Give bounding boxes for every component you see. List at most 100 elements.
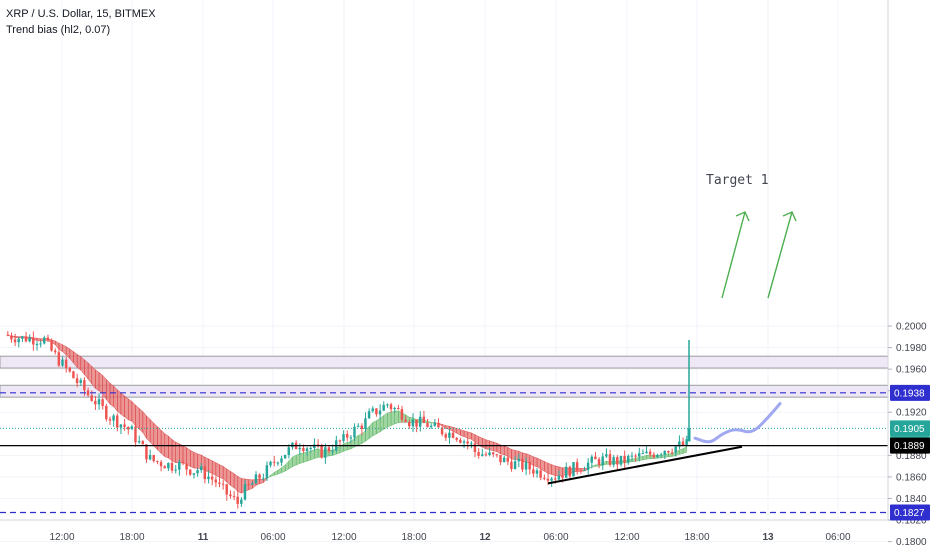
- candle-body: [550, 478, 553, 481]
- trend-bias-segment: [219, 464, 224, 480]
- candle-body: [349, 437, 353, 439]
- candle-body: [389, 404, 393, 410]
- candle-body: [75, 378, 79, 383]
- candle-body: [451, 432, 455, 438]
- candle-body: [455, 437, 458, 440]
- candle-body: [94, 400, 97, 405]
- candle-body: [382, 404, 385, 411]
- support-trendline: [547, 445, 743, 485]
- candle-body: [105, 405, 108, 420]
- up-arrow-head-1: [735, 211, 750, 222]
- candle-body: [470, 443, 473, 445]
- candle-body: [101, 399, 104, 406]
- candle-body: [400, 409, 404, 420]
- candle-body: [6, 334, 9, 336]
- candle-body: [645, 451, 648, 454]
- trend-bias-segment: [482, 437, 487, 450]
- candle-body: [236, 496, 239, 504]
- candle-body: [590, 456, 593, 463]
- candle-body: [287, 447, 290, 455]
- trend-bias-segment: [390, 410, 395, 426]
- price-tick-label: 0.1880: [896, 451, 927, 462]
- badge-level-1938: 0.1938: [894, 388, 925, 399]
- candle-body: [378, 410, 382, 415]
- candle-body: [685, 439, 688, 446]
- candle-body: [557, 475, 561, 480]
- trend-bias-segment: [14, 336, 19, 339]
- candle-body: [667, 450, 670, 453]
- candle-body: [21, 336, 24, 339]
- trend-bias-segment: [343, 442, 348, 452]
- candle-body: [181, 461, 185, 464]
- trend-bias-segment: [95, 369, 100, 392]
- candle-body: [39, 343, 42, 345]
- candle-body: [386, 404, 389, 406]
- candle-body: [535, 470, 539, 474]
- price-tick-label: 0.2000: [896, 322, 927, 333]
- symbol-title[interactable]: XRP / U.S. Dollar, 15, BITMEX: [6, 8, 156, 20]
- candle-body: [353, 426, 356, 438]
- time-tick-label: 11: [198, 532, 209, 543]
- price-tick-label: 0.1960: [896, 365, 927, 376]
- candle-body: [564, 466, 568, 478]
- candle-body: [572, 462, 575, 477]
- candle-body: [345, 434, 349, 438]
- candle-body: [532, 469, 535, 474]
- candle-body: [170, 462, 174, 471]
- candle-body: [324, 447, 327, 458]
- candle-body: [240, 499, 243, 504]
- candle-body: [254, 474, 258, 484]
- indicator-title[interactable]: Trend bias (hl2, 0.07): [6, 24, 111, 36]
- up-arrow-1: [721, 211, 746, 299]
- candle-body: [192, 473, 196, 475]
- candle-body: [141, 441, 144, 445]
- candle-body: [251, 483, 254, 485]
- candle-body: [126, 426, 130, 430]
- candle-body: [546, 478, 550, 481]
- candle-body: [302, 447, 305, 452]
- trend-bias-segment: [120, 392, 125, 418]
- candle-body: [61, 359, 64, 366]
- trend-bias-segment: [182, 445, 187, 465]
- candle-body: [481, 454, 484, 456]
- trend-bias-segment: [504, 445, 509, 457]
- candle-body: [72, 371, 75, 379]
- trend-bias-segment: [547, 462, 552, 475]
- trend-bias-segment: [558, 466, 563, 477]
- supply-zone-1: [0, 355, 889, 369]
- trend-bias-segment: [146, 415, 151, 443]
- candle-body: [579, 470, 582, 472]
- candle-body: [364, 418, 367, 429]
- badge-last-price-bg: [890, 420, 930, 437]
- time-axis[interactable]: 12:00 18:00 11 06:00 12:00 18:00 12 06:00 12:00 1…: [49, 532, 850, 543]
- trend-bias-segment: [212, 460, 217, 476]
- trend-bias-segment: [540, 459, 545, 472]
- time-tick-label: 12: [479, 532, 491, 543]
- candle-body: [108, 419, 112, 421]
- trend-bias-segment: [149, 418, 155, 447]
- trend-bias-segment: [230, 471, 235, 489]
- trend-bias-segment: [36, 338, 41, 342]
- trend-bias-segment: [168, 435, 173, 462]
- trend-bias-segment: [237, 476, 242, 494]
- time-tick-label: 06:00: [825, 532, 850, 543]
- trend-bias-segment: [76, 354, 82, 371]
- trend-bias-segment: [139, 407, 144, 434]
- candle-body: [331, 450, 334, 452]
- candle-body: [360, 425, 363, 429]
- candle-body: [627, 455, 630, 463]
- candle-body: [338, 440, 342, 442]
- candle-body: [123, 424, 126, 427]
- badge-level-1827-bg: [890, 504, 930, 521]
- candle-body: [367, 411, 371, 419]
- projection-curve: [693, 402, 782, 444]
- price-tick-label: 0.1800: [896, 537, 927, 548]
- candle-body: [630, 455, 634, 457]
- badge-level-1889: 0.1889: [894, 441, 925, 452]
- candle-body: [185, 463, 188, 470]
- candle-body: [659, 454, 663, 456]
- candle-body: [134, 426, 137, 443]
- candle-body: [10, 335, 13, 340]
- candle-body: [79, 380, 82, 383]
